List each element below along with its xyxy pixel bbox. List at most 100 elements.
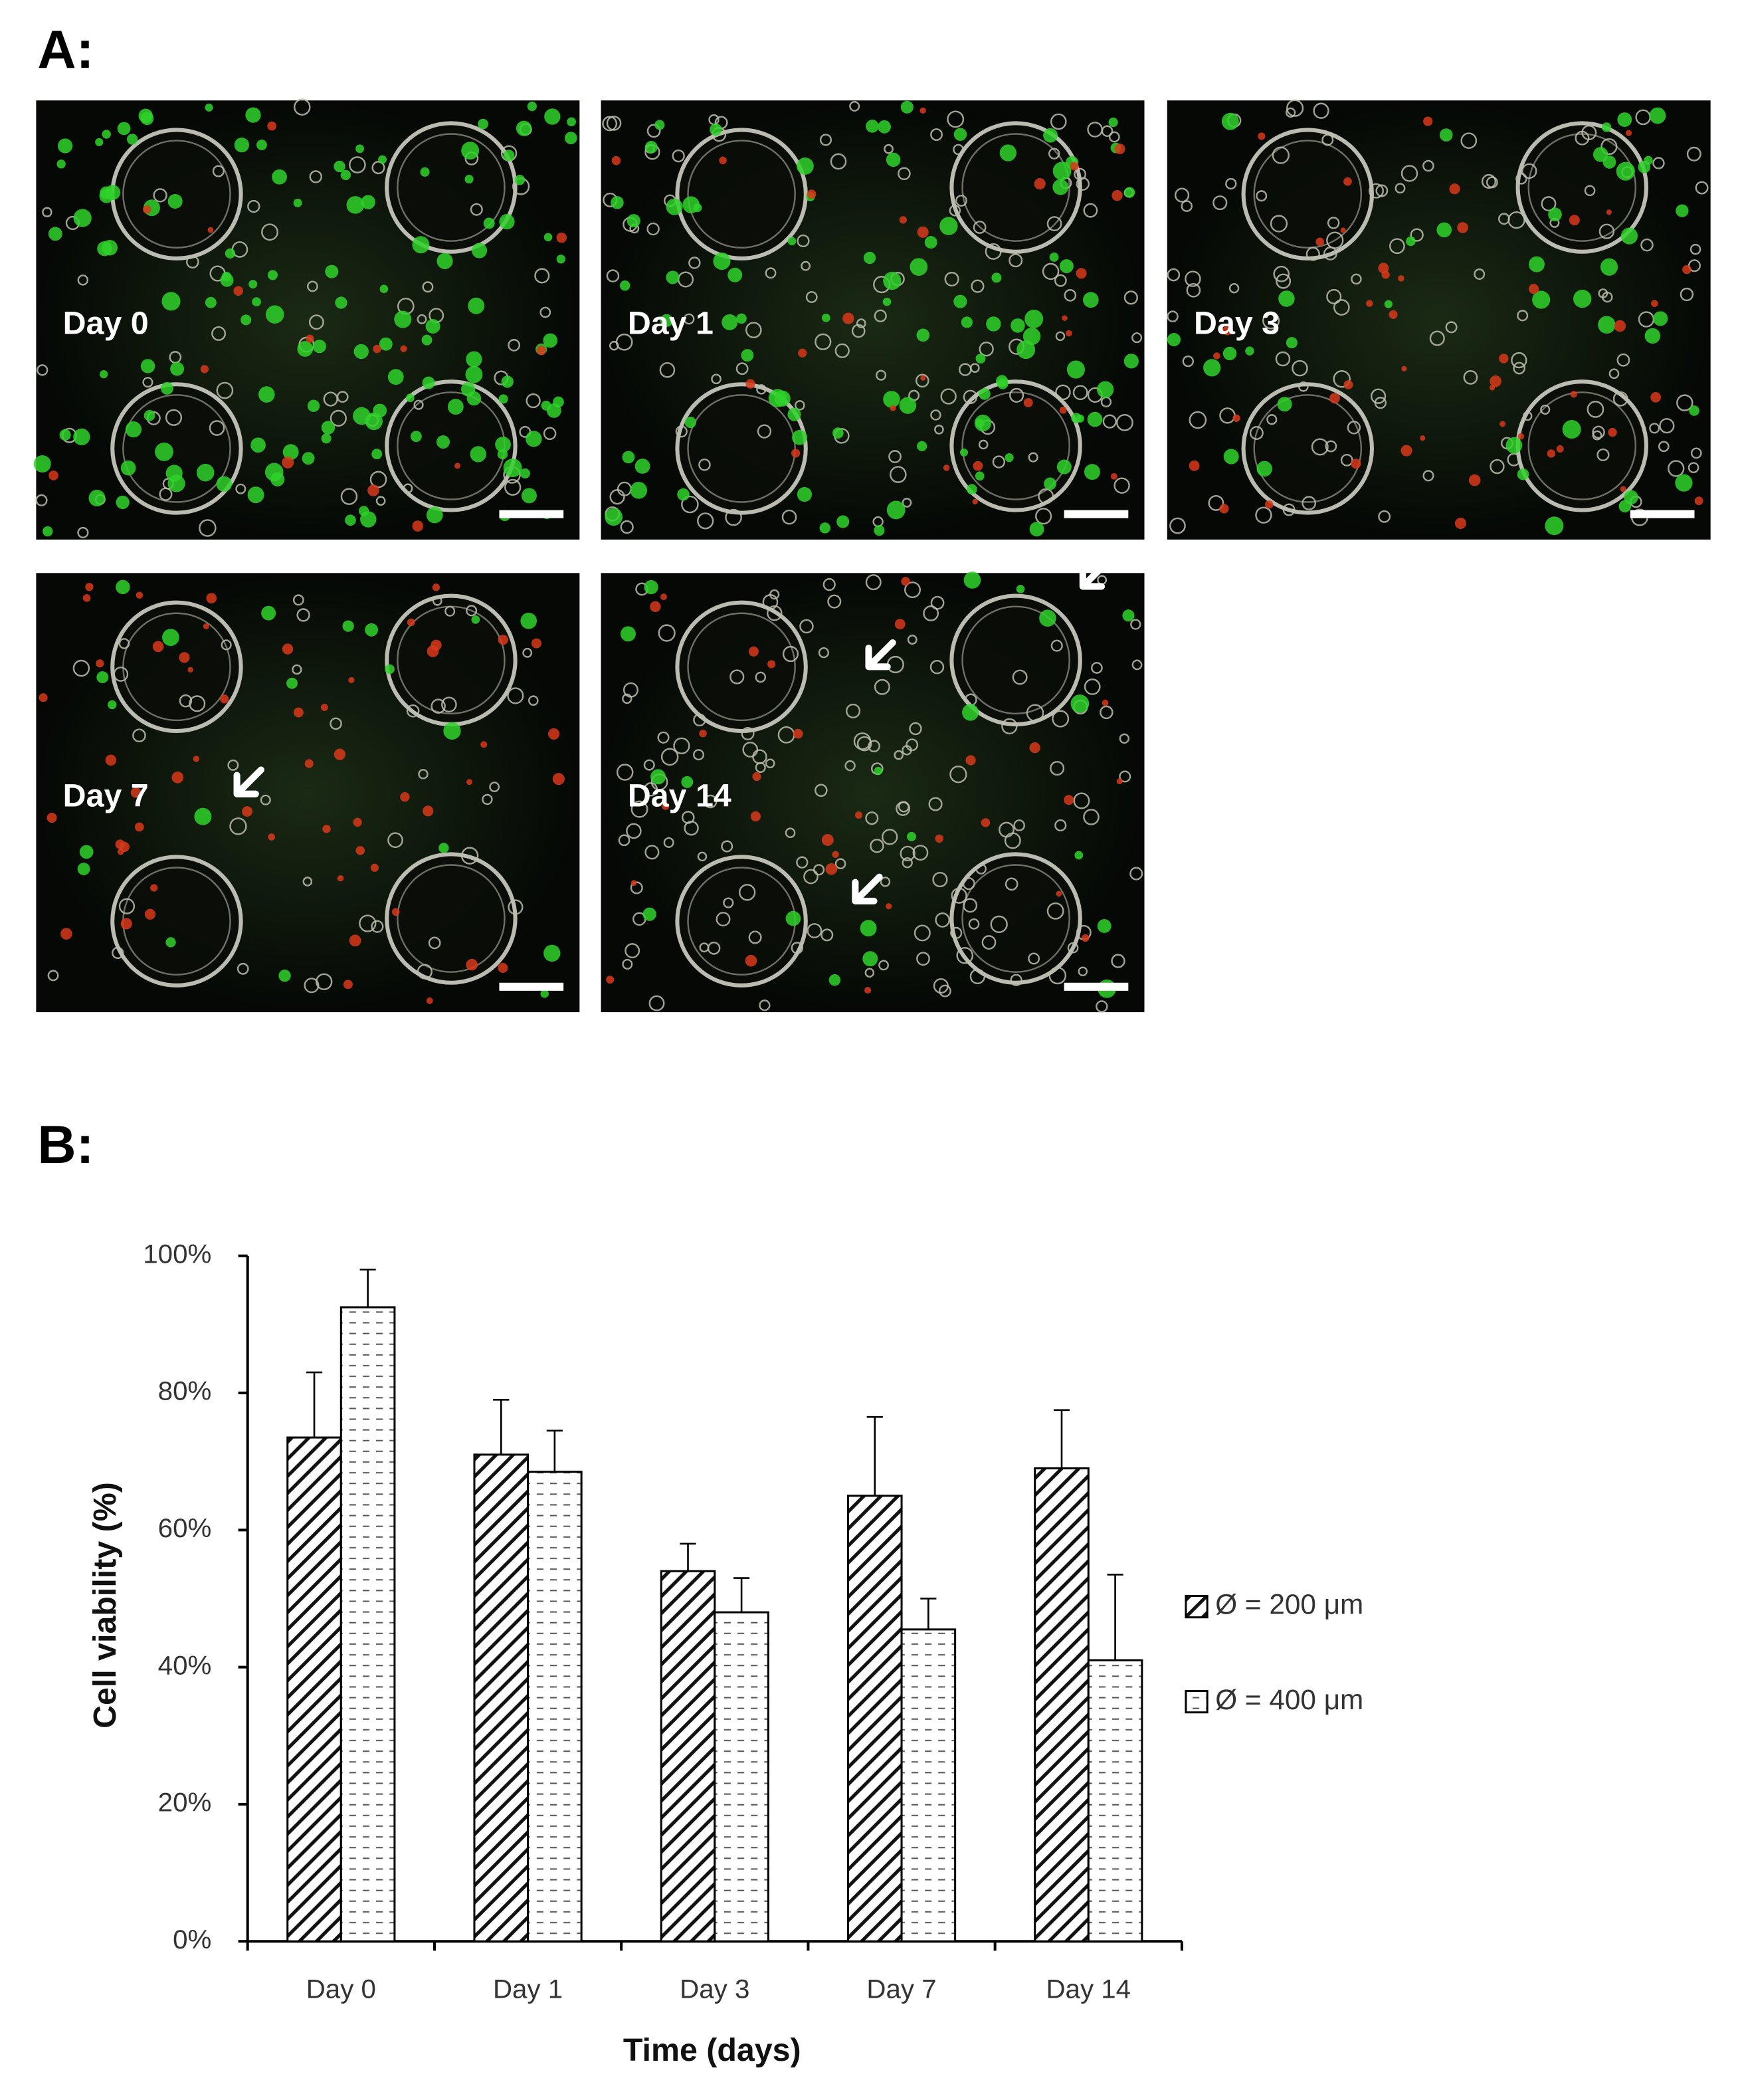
cell (1616, 161, 1635, 181)
cell (901, 577, 910, 586)
cell (1029, 742, 1040, 754)
cell (1076, 268, 1087, 279)
cell (428, 936, 441, 950)
error-bar (920, 1598, 937, 1629)
cell (657, 731, 670, 744)
cell (1009, 387, 1024, 403)
cell (966, 484, 977, 495)
cell (526, 431, 542, 447)
cell (1056, 891, 1062, 897)
cell (963, 898, 978, 913)
cell (968, 918, 980, 930)
cell (321, 421, 336, 435)
cell (1422, 159, 1434, 172)
cell (153, 188, 167, 203)
cell (1370, 388, 1387, 404)
cell (144, 409, 155, 421)
cell (1423, 116, 1433, 126)
cell (134, 822, 144, 832)
cell (556, 255, 565, 264)
well-inner (122, 612, 231, 722)
cell (748, 646, 759, 657)
cell (813, 864, 825, 876)
x-axis-title: Time (days) (623, 2032, 801, 2068)
cell (864, 968, 875, 978)
cell (1436, 222, 1452, 238)
cell (890, 466, 907, 483)
cell (412, 520, 424, 532)
cell (1653, 311, 1668, 326)
well-inner (1253, 140, 1363, 249)
cell (606, 116, 622, 131)
cell (194, 807, 212, 825)
cell (899, 216, 907, 224)
cell (684, 416, 696, 429)
cell (1174, 187, 1190, 203)
cell (1186, 282, 1201, 298)
cell (379, 284, 389, 294)
cell (245, 107, 261, 123)
cell (1600, 258, 1618, 276)
cell (907, 635, 918, 645)
cell (611, 156, 621, 165)
cell (497, 449, 508, 460)
cell (856, 318, 866, 328)
cell (136, 591, 144, 599)
cell (421, 334, 433, 346)
cell (834, 343, 850, 358)
cell (220, 694, 229, 704)
cell (534, 268, 550, 284)
cell (906, 831, 916, 841)
cell (1445, 321, 1458, 334)
cell (516, 120, 532, 136)
cell (206, 593, 217, 604)
cell (765, 267, 777, 279)
cell (1273, 265, 1290, 282)
cell (56, 159, 66, 169)
cell (1690, 447, 1702, 459)
cell (666, 198, 683, 215)
cell (526, 393, 541, 409)
legend-swatch (1185, 1689, 1208, 1714)
cell (1064, 795, 1074, 805)
cell (975, 354, 986, 364)
cell (729, 669, 745, 684)
cell (1001, 718, 1018, 735)
cell (849, 100, 860, 112)
cell (543, 944, 561, 962)
cell (322, 825, 331, 833)
cell (1617, 112, 1632, 127)
image-label: Day 0 (63, 305, 149, 341)
cell (1070, 694, 1090, 713)
cell (909, 722, 922, 736)
cell (406, 704, 420, 718)
legend-label: Ø = 400 μm (1215, 1684, 1363, 1715)
cell (369, 471, 387, 488)
cell (979, 388, 991, 400)
cell (959, 448, 969, 457)
cell (935, 834, 943, 843)
cell (116, 495, 130, 510)
well (110, 382, 243, 515)
cell (659, 362, 676, 378)
cell (308, 314, 324, 330)
cell (1598, 223, 1615, 239)
cell (902, 857, 913, 869)
cell (155, 442, 173, 461)
cell (1340, 453, 1353, 467)
cell (99, 369, 108, 379)
cell (1258, 132, 1266, 140)
cell (999, 821, 1015, 838)
cell (1113, 477, 1130, 494)
cell (972, 498, 978, 505)
cell (1368, 183, 1384, 199)
well (675, 382, 808, 515)
cell (1249, 426, 1264, 440)
cell (648, 995, 665, 1011)
cell (544, 108, 561, 125)
cell (630, 800, 648, 818)
cell (170, 362, 185, 376)
cell (1620, 227, 1638, 245)
cell (710, 123, 722, 136)
cell (738, 884, 756, 901)
